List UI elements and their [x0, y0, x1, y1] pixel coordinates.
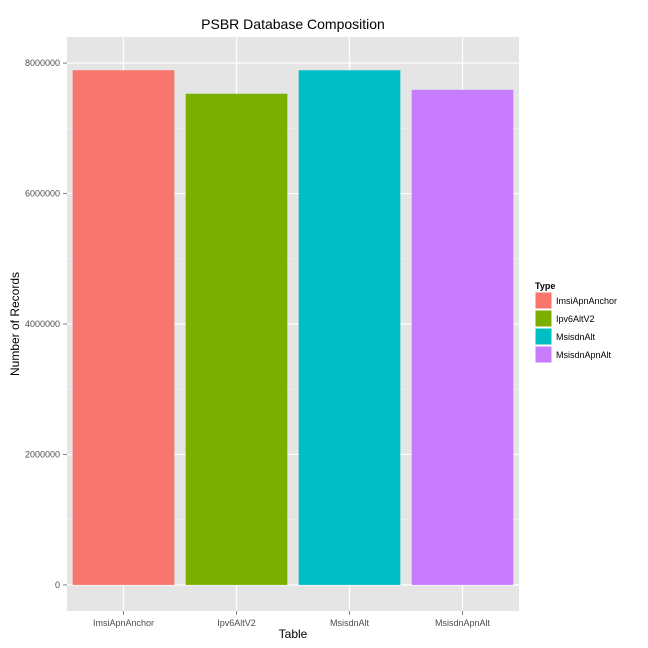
legend-title: Type [535, 281, 555, 291]
legend-key-msisdnapnalt [534, 345, 553, 364]
legend-key-ipv6altv2 [534, 309, 553, 328]
y-tick-label: 0 [55, 580, 60, 590]
y-tick-label: 2000000 [25, 449, 60, 459]
x-axis-ticks: ImsiApnAnchor Ipv6AltV2 MsisdnAlt MsisdnApn… [93, 611, 491, 628]
y-tick-label: 4000000 [25, 319, 60, 329]
legend-label: MsisdnApnAlt [556, 350, 612, 360]
bar-imsiapnanchor [72, 70, 175, 585]
legend-key-imsiapnanchor [534, 291, 553, 310]
y-axis-title: Number of Records [8, 272, 22, 376]
legend-label: Ipv6AltV2 [556, 314, 595, 324]
x-tick-label: MsisdnApnAlt [435, 618, 491, 628]
x-tick-label: ImsiApnAnchor [93, 618, 154, 628]
chart-title: PSBR Database Composition [201, 16, 385, 32]
legend-key-msisdnalt [534, 327, 553, 346]
x-axis-title: Table [279, 627, 308, 641]
y-tick-label: 8000000 [25, 58, 60, 68]
x-tick-label: Ipv6AltV2 [217, 618, 256, 628]
legend: Type ImsiApnAnchor Ipv6AltV2 MsisdnAlt Msis… [534, 281, 617, 364]
legend-label: MsisdnAlt [556, 332, 596, 342]
bar-msisdnalt [298, 70, 401, 585]
y-tick-label: 6000000 [25, 189, 60, 199]
legend-label: ImsiApnAnchor [556, 296, 617, 306]
bars [72, 70, 514, 585]
y-axis-ticks: 0 2000000 4000000 6000000 8000000 [25, 58, 67, 590]
bar-msisdnapnalt [411, 89, 514, 585]
bar-ipv6altv2 [185, 93, 288, 585]
x-tick-label: MsisdnAlt [330, 618, 370, 628]
